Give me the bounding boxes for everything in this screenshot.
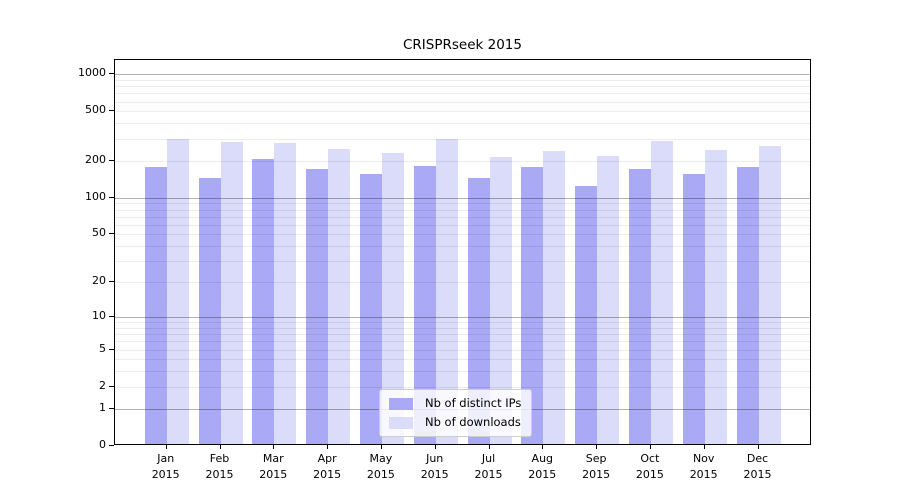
x-tick-mark — [542, 445, 544, 449]
x-tick-label: Jan 2015 — [151, 452, 180, 481]
x-tick-label: Feb 2015 — [205, 452, 234, 481]
legend: Nb of distinct IPs Nb of downloads — [379, 389, 533, 437]
bar-downloads-jan — [166, 138, 189, 444]
y-tick-mark — [109, 110, 114, 112]
bar-distinct-ips-jan — [144, 167, 167, 444]
bar-downloads-feb — [220, 142, 243, 444]
chart-title: CRISPRseek 2015 — [403, 37, 522, 53]
y-tick-mark — [109, 196, 114, 198]
y-tick-mark — [109, 233, 114, 235]
legend-item-downloads: Nb of downloads — [389, 415, 521, 430]
y-tick-mark — [109, 315, 114, 317]
plot-area: Nb of distinct IPs Nb of downloads — [114, 59, 811, 445]
bar-distinct-ips-sep — [575, 185, 598, 444]
bar-downloads-nov — [704, 149, 727, 444]
x-tick-mark — [703, 445, 705, 449]
x-tick-mark — [434, 445, 436, 449]
x-tick-mark — [488, 445, 490, 449]
x-tick-mark — [219, 445, 221, 449]
x-tick-mark — [327, 445, 329, 449]
bar-distinct-ips-jun — [413, 165, 436, 444]
bar-downloads-apr — [328, 148, 351, 444]
bar-downloads-sep — [597, 155, 620, 444]
bar-distinct-ips-dec — [736, 167, 759, 444]
y-tick-label: 20 — [92, 274, 106, 288]
bar-distinct-ips-apr — [306, 168, 329, 444]
x-tick-mark — [649, 445, 651, 449]
x-tick-mark — [380, 445, 382, 449]
legend-label-distinct-ips: Nb of distinct IPs — [425, 396, 522, 410]
bar-distinct-ips-feb — [198, 177, 221, 444]
x-tick-mark — [165, 445, 167, 449]
x-tick-label: Jun 2015 — [420, 452, 449, 481]
bar-downloads-may — [381, 153, 404, 444]
y-tick-label: 500 — [85, 103, 106, 117]
bar-downloads-oct — [650, 140, 673, 444]
y-tick-mark — [109, 348, 114, 350]
bar-distinct-ips-nov — [682, 173, 705, 444]
bar-downloads-jun — [435, 138, 458, 444]
y-tick-label: 1000 — [78, 66, 106, 80]
y-tick-label: 100 — [85, 189, 106, 203]
bar-downloads-dec — [758, 145, 781, 444]
y-tick-label: 10 — [92, 308, 106, 322]
bars-layer — [115, 60, 810, 444]
y-tick-label: 0 — [99, 438, 106, 451]
y-tick-mark — [109, 281, 114, 283]
legend-item-distinct-ips: Nb of distinct IPs — [389, 396, 521, 411]
x-tick-mark — [273, 445, 275, 449]
legend-label-downloads: Nb of downloads — [425, 415, 521, 429]
y-tick-mark — [109, 407, 114, 409]
x-tick-label: Dec 2015 — [743, 452, 772, 481]
y-tick-label: 2 — [99, 378, 106, 392]
y-tick-mark — [109, 73, 114, 75]
x-tick-mark — [757, 445, 759, 449]
legend-swatch-downloads — [389, 416, 413, 429]
bar-distinct-ips-may — [359, 173, 382, 444]
bar-distinct-ips-oct — [628, 168, 651, 444]
bar-downloads-jul — [489, 157, 512, 444]
x-tick-label: Oct 2015 — [635, 452, 664, 481]
x-tick-label: Apr 2015 — [313, 452, 342, 481]
y-tick-label: 1 — [99, 400, 106, 414]
x-tick-label: May 2015 — [366, 452, 395, 481]
y-tick-label: 5 — [99, 341, 106, 355]
x-tick-label: Jul 2015 — [474, 452, 503, 481]
x-tick-label: Aug 2015 — [528, 452, 557, 481]
x-tick-label: Mar 2015 — [259, 452, 288, 481]
y-tick-mark — [109, 445, 114, 446]
y-tick-mark — [109, 385, 114, 387]
x-tick-mark — [596, 445, 598, 449]
legend-swatch-distinct-ips — [389, 397, 413, 410]
bar-distinct-ips-mar — [252, 158, 275, 444]
y-tick-mark — [109, 159, 114, 161]
y-tick-label: 50 — [92, 226, 106, 240]
bar-distinct-ips-jul — [467, 177, 490, 444]
bar-downloads-mar — [274, 143, 297, 444]
y-tick-label: 200 — [85, 152, 106, 166]
bar-distinct-ips-aug — [521, 167, 544, 444]
x-tick-label: Nov 2015 — [689, 452, 718, 481]
x-tick-label: Sep 2015 — [582, 452, 611, 481]
bar-downloads-aug — [543, 151, 566, 444]
